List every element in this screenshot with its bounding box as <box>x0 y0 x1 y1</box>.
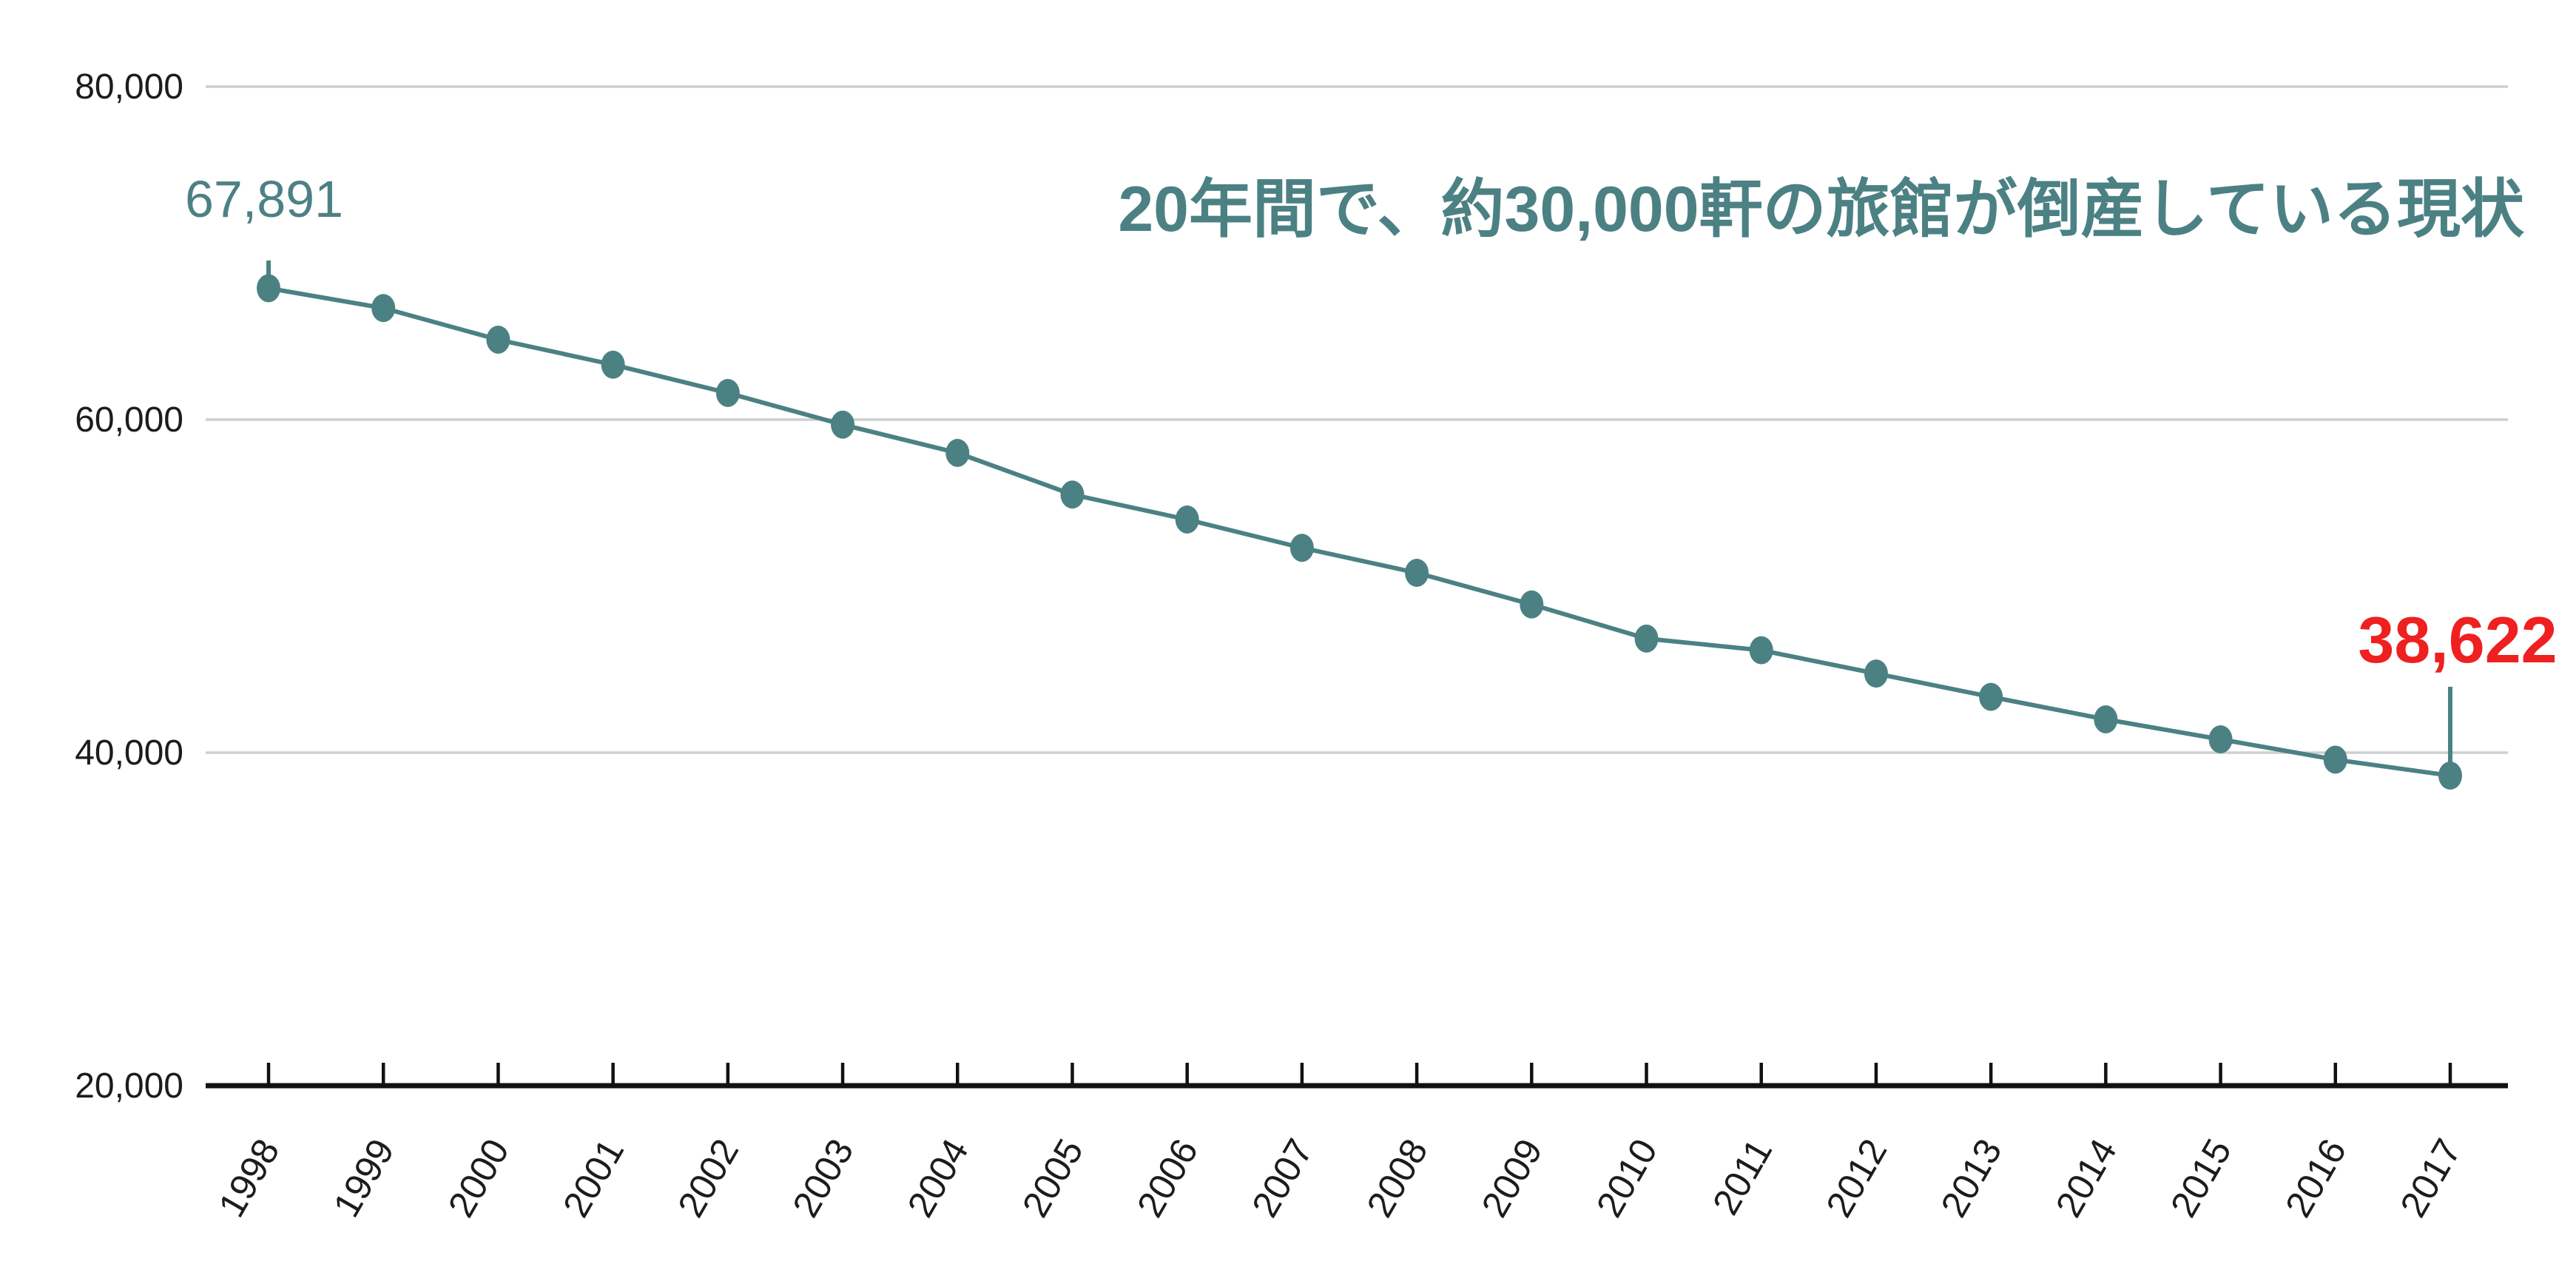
x-tick-label: 2002 <box>670 1132 746 1224</box>
x-tick-label: 2000 <box>440 1132 517 1224</box>
x-tick-label: 2009 <box>1474 1132 1551 1224</box>
x-tick-label: 1998 <box>210 1132 287 1224</box>
y-gridlines <box>206 85 2508 754</box>
data-point-1998 <box>257 274 280 303</box>
data-series <box>257 261 2462 790</box>
x-tick-label: 2007 <box>1244 1132 1321 1224</box>
data-point-2001 <box>601 350 625 379</box>
first-point-value-label: 67,891 <box>185 170 343 228</box>
x-tick-label: 2011 <box>1705 1132 1780 1222</box>
data-point-2014 <box>2094 705 2118 733</box>
x-tick-label: 2016 <box>2277 1132 2354 1224</box>
data-point-2000 <box>486 326 510 354</box>
data-point-2017 <box>2438 762 2462 790</box>
data-point-2012 <box>1864 659 1888 688</box>
y-tick-label: 80,000 <box>75 67 183 107</box>
y-tick-label: 40,000 <box>75 733 183 773</box>
data-points <box>257 274 2462 790</box>
data-point-2009 <box>1520 590 1544 619</box>
x-tick-label: 2004 <box>900 1132 977 1224</box>
x-tick-label: 2017 <box>2392 1132 2469 1224</box>
data-point-2015 <box>2208 725 2233 753</box>
x-tick-label: 2001 <box>555 1132 632 1224</box>
x-tick-label: 2003 <box>784 1132 861 1224</box>
x-axis-ticks <box>266 1063 2452 1086</box>
x-axis: 1998 1999 2000 2001 2002 2003 2004 2005 2006 2007… <box>206 1063 2508 1224</box>
y-tick-label: 60,000 <box>75 400 183 440</box>
data-point-2008 <box>1405 559 1429 587</box>
y-tick-label: 20,000 <box>75 1066 183 1106</box>
data-point-2004 <box>945 439 970 467</box>
data-point-2007 <box>1289 534 1314 562</box>
x-tick-label: 2006 <box>1129 1132 1206 1224</box>
x-tick-label: 2010 <box>1588 1132 1665 1224</box>
data-point-2005 <box>1060 480 1085 509</box>
x-tick-label: 2013 <box>1933 1132 2010 1224</box>
data-point-2011 <box>1749 636 1773 665</box>
data-point-2016 <box>2323 745 2347 774</box>
chart-annotation-title: 20年間で、約30,000軒の旅館が倒産している現状 <box>1118 174 2525 245</box>
x-tick-label: 2008 <box>1359 1132 1436 1224</box>
data-point-2006 <box>1175 505 1199 534</box>
data-point-2013 <box>1979 682 2003 711</box>
data-point-2010 <box>1634 624 1659 653</box>
data-point-1999 <box>371 294 396 323</box>
data-line <box>266 286 2452 779</box>
x-tick-label: 2012 <box>1818 1132 1895 1224</box>
x-tick-label: 2005 <box>1014 1132 1091 1224</box>
x-tick-label: 1999 <box>326 1132 402 1224</box>
y-axis-labels: 80,000 60,000 40,000 20,000 <box>75 67 183 1106</box>
last-point-value-label: 38,622 <box>2358 603 2557 676</box>
data-point-2002 <box>715 379 740 407</box>
x-tick-label: 2015 <box>2162 1132 2239 1224</box>
data-point-2003 <box>831 410 855 439</box>
x-tick-label: 2014 <box>2048 1132 2125 1224</box>
x-axis-year-labels: 1998 1999 2000 2001 2002 2003 2004 2005 2006 2007… <box>210 1132 2469 1224</box>
